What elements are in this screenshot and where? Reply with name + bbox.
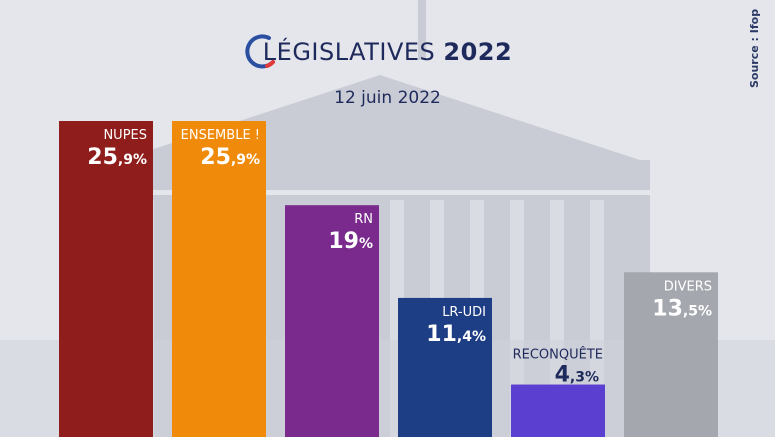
bar-reconqu-te: [511, 384, 605, 437]
bar-lr-udi: [398, 297, 492, 437]
bar-ensemble: [172, 121, 266, 437]
bar-value-label: 19%: [328, 229, 373, 254]
logo-ring-icon: [245, 34, 275, 69]
bar-category-label: RECONQUÊTE: [513, 347, 603, 363]
bar-category-label: DIVERS: [664, 279, 712, 294]
bar-value-label: 25,9%: [200, 145, 260, 170]
bar-value-label: 4,3%: [555, 363, 599, 388]
bar-category-label: ENSEMBLE !: [181, 128, 260, 143]
bar-rn: [285, 205, 379, 437]
title-year: 2022: [443, 38, 513, 66]
bar-category-label: RN: [354, 212, 373, 227]
title-main: LÉGISLATIVES: [262, 38, 436, 66]
bar-value-label: 13,5%: [652, 296, 712, 321]
bar-category-label: LR-UDI: [442, 305, 486, 320]
bar-nupes: [59, 121, 153, 437]
chart-subtitle: 12 juin 2022: [334, 88, 441, 108]
bar-divers: [624, 272, 718, 437]
bar-value-label: 25,9%: [87, 145, 147, 170]
chart-title: LÉGISLATIVES 2022: [245, 34, 513, 69]
bar-value-label: 11,4%: [426, 322, 486, 347]
bar-category-label: NUPES: [103, 128, 147, 143]
